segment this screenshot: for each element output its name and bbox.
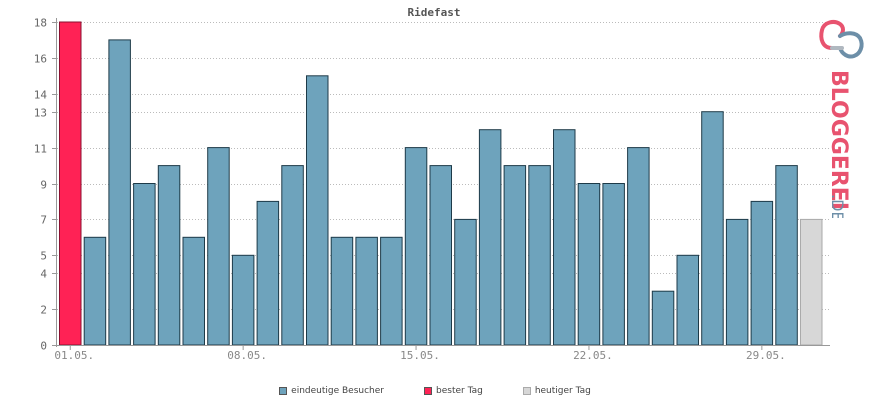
bar [602, 183, 625, 346]
y-tick-label: 7 [40, 214, 47, 227]
legend-item-today: heutiger Tag [522, 384, 591, 398]
bar [725, 218, 749, 346]
bar [627, 147, 650, 346]
bar [108, 39, 131, 346]
bar [330, 236, 354, 346]
legend-item-best-day: bester Tag [424, 384, 483, 398]
y-tick-label: 5 [40, 250, 47, 263]
y-tick-label: 13 [34, 107, 47, 120]
legend-label-best-day: bester Tag [436, 386, 483, 396]
y-tick-label: 2 [40, 304, 47, 317]
y-tick-label: 9 [40, 179, 47, 192]
bloggerei-logo: BLOGGEREI .DE [819, 20, 864, 218]
legend-label-visitors: eindeutige Besucher [291, 386, 384, 396]
bar [355, 236, 378, 346]
bar [478, 129, 502, 346]
legend-swatch-today [522, 387, 531, 395]
logo-text: BLOGGEREI .DE [826, 70, 851, 218]
x-axis-ticks: 01.05. 08.05. 15.05. 22.05. 29.05. [54, 345, 786, 362]
bar [157, 165, 181, 346]
y-tick-label: 18 [34, 17, 47, 30]
bar [577, 183, 601, 346]
bar-best-day [59, 21, 82, 346]
logo-text-suffix: .DE [828, 194, 847, 218]
bar [306, 75, 329, 346]
y-tick-label: 11 [34, 143, 47, 156]
bar [207, 147, 230, 346]
x-tick-label: 15.05. [400, 349, 440, 362]
bar [182, 236, 205, 346]
y-tick-label: 4 [40, 268, 47, 281]
logo-text-main: BLOGGEREI [826, 70, 851, 210]
bar [676, 254, 699, 346]
legend-swatch-visitors [279, 387, 288, 395]
chart-title: Ridefast [408, 6, 461, 19]
legend-item-visitors: eindeutige Besucher [279, 384, 384, 398]
bar-today [800, 218, 823, 346]
y-axis-ticks: 0 2 4 5 7 9 11 13 14 16 18 [34, 17, 57, 353]
bar [503, 165, 527, 346]
bar [380, 236, 403, 346]
bar [281, 165, 304, 346]
bar [256, 200, 280, 346]
bar [231, 254, 255, 346]
legend-label-today: heutiger Tag [534, 386, 591, 396]
x-tick-label: 22.05. [573, 349, 613, 362]
bar [133, 183, 156, 346]
x-tick-label: 01.05. [54, 349, 94, 362]
chart-legend: eindeutige Besucher bester Tag heutiger … [0, 384, 870, 398]
bar [404, 147, 428, 346]
bar [454, 218, 477, 346]
legend-swatch-best-day [424, 387, 432, 395]
bar [553, 129, 576, 346]
bar [429, 165, 452, 346]
bar [651, 290, 675, 346]
bar [775, 165, 798, 346]
x-tick-label: 29.05. [746, 349, 786, 362]
y-tick-label: 14 [34, 89, 48, 102]
bars [59, 21, 823, 346]
bar [83, 236, 107, 346]
bar [750, 200, 774, 346]
logo-icon [819, 20, 864, 59]
y-tick-label: 0 [40, 340, 47, 353]
bar [528, 165, 551, 346]
x-tick-label: 08.05. [227, 349, 267, 362]
bar [701, 111, 724, 346]
y-tick-label: 16 [34, 53, 47, 66]
